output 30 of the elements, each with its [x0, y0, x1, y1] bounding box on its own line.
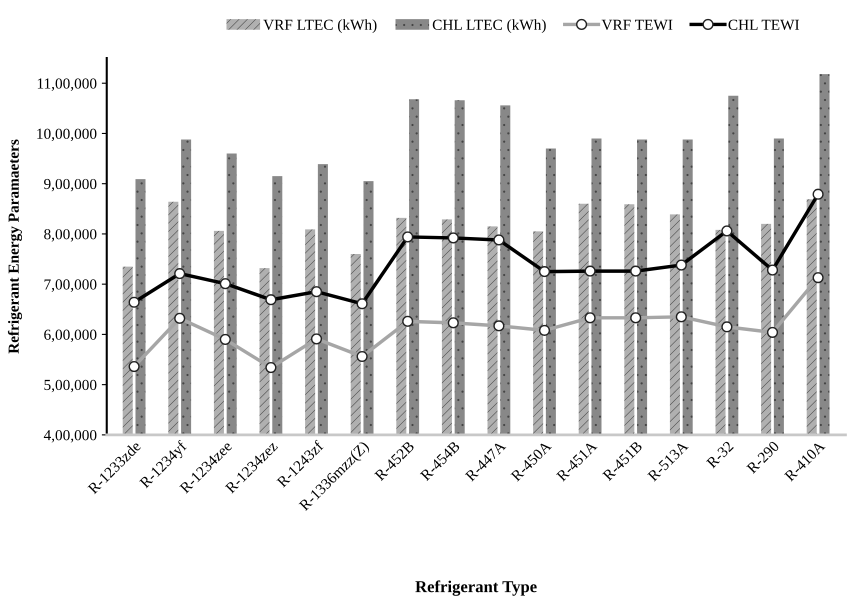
y-tick-label: 4,00,000	[44, 430, 96, 443]
point	[630, 266, 642, 277]
point	[766, 264, 778, 276]
point	[538, 266, 550, 278]
point	[220, 278, 231, 290]
y-tick-label: 7,00,000	[44, 279, 96, 292]
legend-label: VRF LTEC (kWh)	[263, 19, 376, 34]
point	[174, 268, 186, 280]
y-tick-label: 6,00,000	[44, 330, 96, 342]
y-tick-label: 9,00,000	[44, 178, 96, 192]
y-tick-label: 8,00,000	[44, 229, 96, 242]
point	[265, 294, 276, 306]
point	[448, 232, 459, 244]
point	[402, 231, 414, 242]
point	[493, 234, 504, 246]
legend-label: CHL TEWI	[728, 20, 800, 30]
point	[721, 225, 732, 236]
point	[812, 188, 824, 200]
legend-label: CHL LTEC (kWh)	[432, 19, 546, 34]
point	[310, 286, 322, 298]
y-tick-label: 11,00,000	[38, 78, 96, 91]
point	[356, 298, 368, 310]
x-axis-title: Refrigerant Type	[415, 580, 537, 596]
point	[584, 266, 596, 277]
point	[676, 260, 687, 271]
y-tick-label: 5,00,000	[44, 380, 96, 392]
point	[128, 296, 140, 308]
y-axis-title: Refrigerant Energy Paramaeters	[8, 140, 22, 354]
y-tick-label: 10,00,000	[37, 128, 96, 142]
legend-label: VRF TEWI	[602, 20, 672, 30]
